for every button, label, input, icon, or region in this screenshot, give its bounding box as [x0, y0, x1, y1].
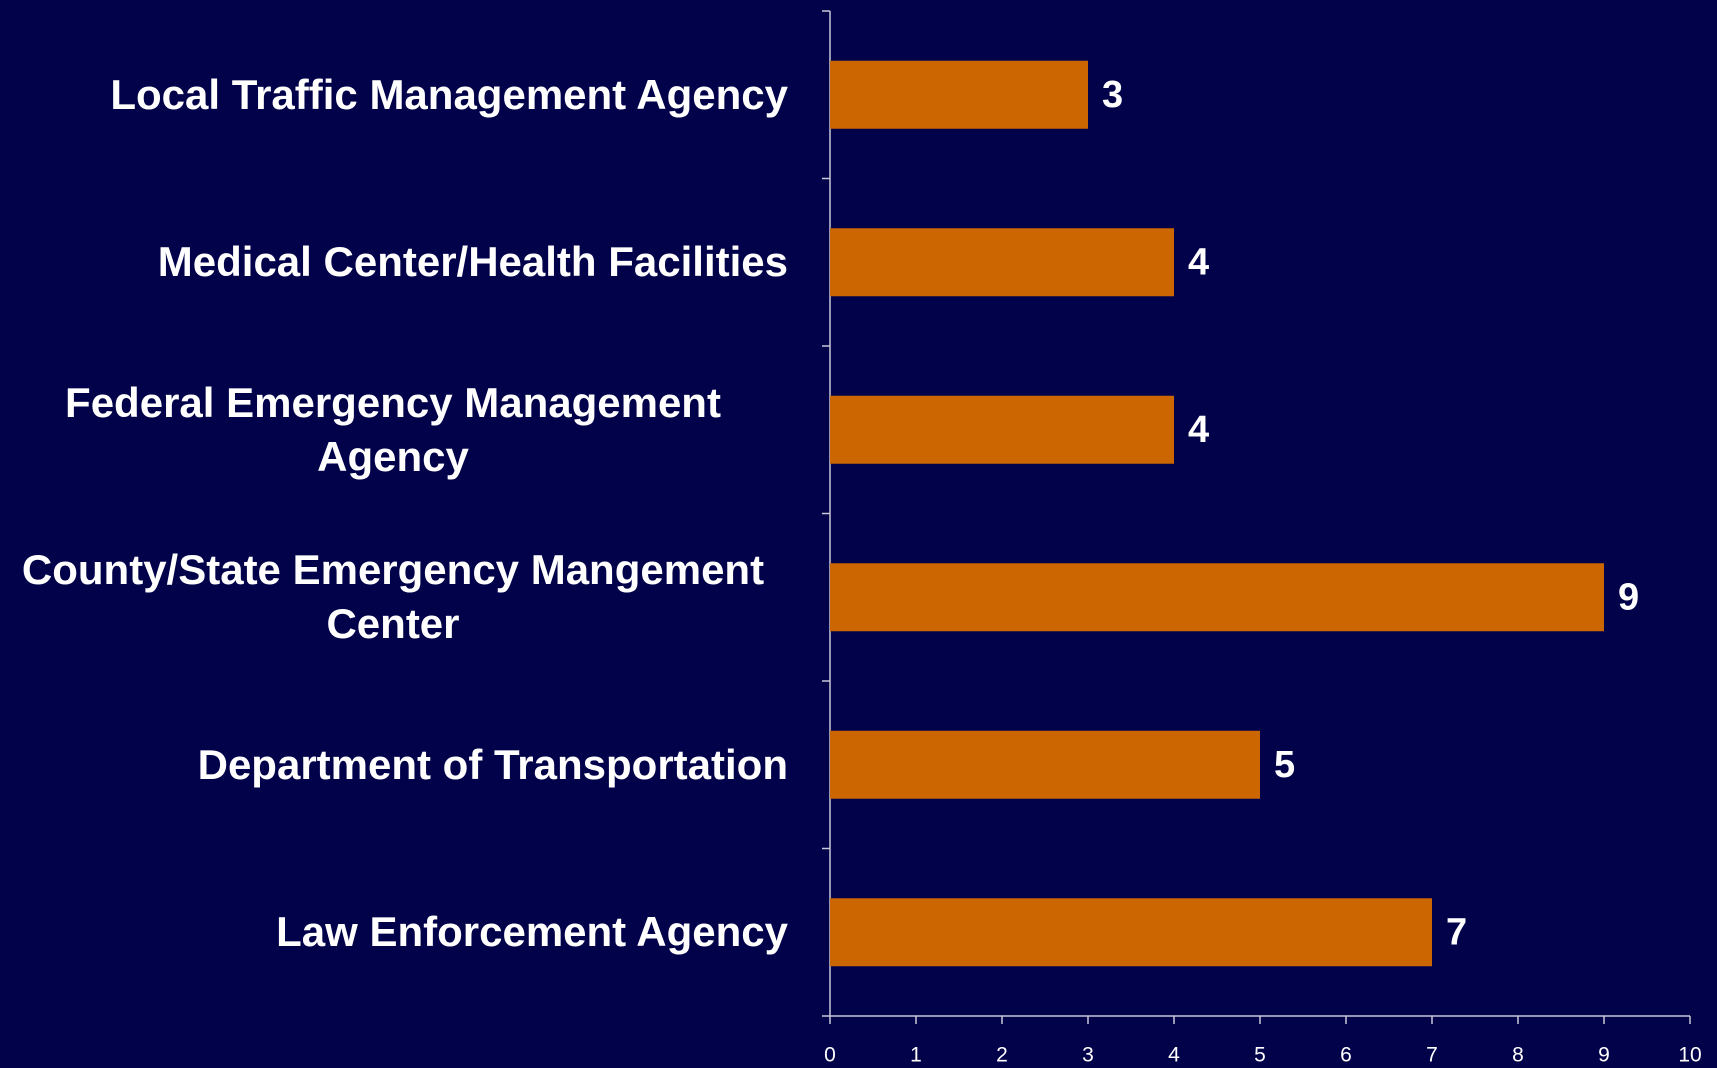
- category-label-box: County/State Emergency Mangement Center: [0, 543, 788, 651]
- x-tick-label: 2: [996, 1044, 1008, 1067]
- bar: [830, 60, 1088, 129]
- y-tick-label: Medical Center/Health Facilities: [157, 238, 788, 286]
- value-label: 9: [1618, 576, 1639, 618]
- x-tick-label: 7: [1426, 1044, 1438, 1067]
- category-label-box: Medical Center/Health Facilities: [0, 235, 788, 289]
- x-tick-label: 5: [1254, 1044, 1266, 1067]
- y-tick-label: Federal Emergency Management Agency: [65, 378, 721, 480]
- y-tick-label: Law Enforcement Agency: [276, 908, 788, 956]
- bar: [830, 228, 1174, 297]
- category-label-box: Local Traffic Management Agency: [0, 68, 788, 122]
- x-tick-label: 6: [1340, 1044, 1352, 1067]
- bar: [830, 898, 1432, 967]
- value-label: 5: [1274, 744, 1295, 786]
- x-tick-label: 8: [1512, 1044, 1524, 1067]
- y-tick-label: Department of Transportation: [197, 740, 788, 788]
- category-label-box: Law Enforcement Agency: [0, 905, 788, 959]
- y-tick-label: Local Traffic Management Agency: [110, 70, 788, 118]
- bar: [830, 563, 1604, 632]
- y-tick-label: County/State Emergency Mangement Center: [21, 546, 765, 648]
- value-label: 4: [1188, 241, 1209, 283]
- x-tick-label: 3: [1082, 1044, 1094, 1067]
- bar: [830, 395, 1174, 464]
- x-tick-label: 4: [1168, 1044, 1180, 1067]
- x-tick-label: 9: [1598, 1044, 1610, 1067]
- category-label-box: Department of Transportation: [0, 738, 788, 792]
- value-label: 4: [1188, 409, 1209, 451]
- category-label-box: Federal Emergency Management Agency: [0, 376, 788, 484]
- x-tick-label: 1: [910, 1044, 922, 1067]
- value-label: 3: [1102, 74, 1123, 116]
- x-tick-label: 10: [1678, 1044, 1701, 1067]
- bar: [830, 730, 1260, 799]
- x-tick-label: 0: [824, 1044, 836, 1067]
- value-label: 7: [1446, 911, 1467, 953]
